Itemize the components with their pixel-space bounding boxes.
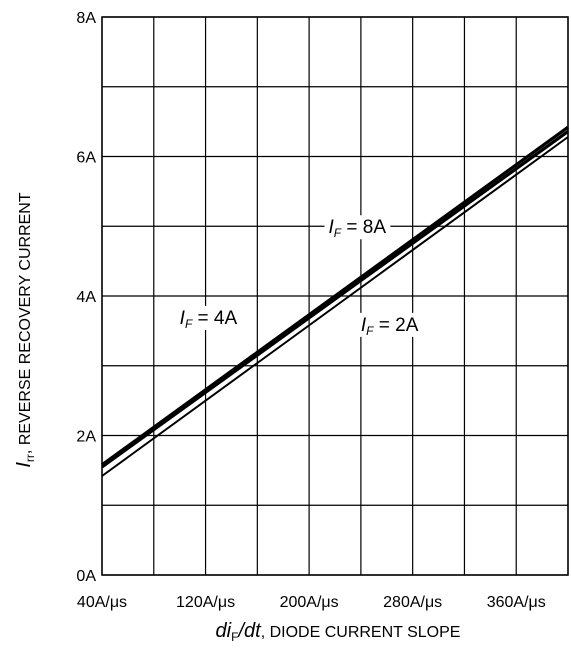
y-tick-label: 8A <box>76 10 96 27</box>
x-axis-label-text: , DIODE CURRENT SLOPE <box>261 624 461 641</box>
series-lines <box>101 125 569 477</box>
annotation-symbol: I <box>329 217 335 238</box>
y-tick-label: 0A <box>76 568 96 585</box>
x-axis-label-symbol-rest: /dt <box>236 620 262 642</box>
y-tick-label: 6A <box>76 150 96 167</box>
y-axis-label-symbol: I <box>13 462 35 468</box>
series-line <box>101 125 569 467</box>
plot-frame <box>101 16 569 576</box>
annotation-text: = 2A <box>374 315 419 336</box>
annotation-text: = 8A <box>341 217 386 238</box>
series-annotation: IF = 8A <box>329 217 387 240</box>
annotation-subscript: F <box>334 226 342 240</box>
annotation-subscript: F <box>366 324 374 338</box>
y-axis-label-text: , REVERSE RECOVERY CURRENT <box>17 192 34 454</box>
annotation-text: = 4A <box>192 308 237 329</box>
x-tick-label: 40A/μs <box>77 594 127 611</box>
x-axis-label-symbol-d: di <box>216 620 232 642</box>
series-line <box>101 130 569 469</box>
annotation-symbol: I <box>180 308 186 329</box>
x-tick-label: 280A/μs <box>383 594 442 611</box>
y-tick-label: 2A <box>76 429 96 446</box>
x-tick-label: 200A/μs <box>280 594 339 611</box>
x-tick-label: 120A/μs <box>176 594 235 611</box>
x-axis-label: diF/dt, DIODE CURRENT SLOPE <box>216 620 461 644</box>
x-tick-label: 360A/μs <box>487 594 546 611</box>
x-tick-labels: 40A/μs 120A/μs 200A/μs 280A/μs 360A/μs <box>77 594 546 611</box>
y-tick-labels: 0A 2A 4A 6A 8A <box>76 10 96 585</box>
annotation-subscript: F <box>185 317 193 331</box>
y-tick-label: 4A <box>76 289 96 306</box>
y-axis-label: Irr, REVERSE RECOVERY CURRENT <box>13 192 37 467</box>
annotation-symbol: I <box>361 315 367 336</box>
y-axis-label-subscript: rr <box>23 454 37 462</box>
series-annotation: IF = 2A <box>361 315 419 338</box>
series-line <box>101 136 569 477</box>
annotation-background <box>324 215 391 240</box>
annotation-background <box>356 312 423 337</box>
x-axis-label-subscript: F <box>231 630 238 644</box>
series-annotation: IF = 4A <box>180 308 238 331</box>
annotation-background <box>175 305 242 330</box>
